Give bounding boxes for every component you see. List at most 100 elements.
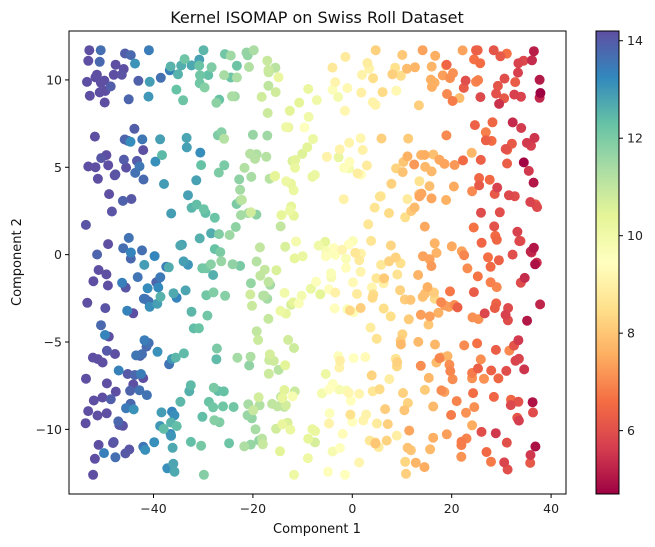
scatter-point [280, 241, 291, 252]
scatter-point [180, 285, 191, 296]
scatter-point [133, 75, 144, 86]
scatter-point [310, 426, 321, 437]
scatter-point [216, 256, 227, 267]
scatter-point [196, 440, 207, 451]
scatter-point [179, 54, 190, 65]
scatter-point [344, 137, 355, 148]
scatter-point [88, 276, 99, 287]
scatter-point [139, 335, 150, 346]
scatter-point [149, 437, 160, 448]
scatter-point [320, 369, 331, 379]
scatter-point [303, 433, 314, 444]
scatter-point [262, 55, 273, 66]
scatter-point [366, 370, 377, 381]
scatter-point [415, 360, 426, 371]
scatter-point [446, 410, 457, 420]
scatter-point [103, 160, 114, 171]
scatter-point [398, 388, 408, 398]
scatter-point [369, 202, 380, 213]
scatter-point [105, 81, 116, 92]
scatter-point [321, 151, 332, 162]
scatter-point [441, 59, 452, 70]
scatter-point [117, 195, 128, 206]
scatter-point [116, 69, 127, 80]
colorbar-tick-label: 8 [627, 326, 635, 341]
scatter-point [357, 69, 367, 80]
scatter-point [501, 437, 512, 448]
scatter-point [368, 73, 379, 84]
scatter-point [518, 157, 529, 168]
scatter-point [303, 84, 314, 94]
scatter-point [173, 69, 183, 80]
scatter-point [284, 105, 295, 116]
scatter-point [357, 145, 368, 155]
scatter-point [138, 293, 149, 304]
scatter-point [400, 456, 411, 467]
scatter-point [495, 51, 506, 62]
scatter-point [330, 77, 341, 88]
scatter-point [110, 169, 121, 180]
scatter-point [395, 339, 406, 350]
scatter-point [344, 305, 355, 316]
x-axis-label: Component 1 [273, 522, 361, 537]
scatter-point [110, 452, 121, 463]
scatter-point [486, 365, 497, 376]
scatter-point [231, 60, 242, 71]
scatter-point [387, 69, 398, 80]
scatter-point [128, 404, 139, 415]
colorbar-tick-label: 10 [627, 228, 643, 243]
scatter-point [80, 418, 91, 429]
scatter-point [519, 272, 530, 283]
scatter-point [166, 208, 177, 219]
scatter-point [535, 88, 546, 98]
scatter-point [379, 273, 390, 284]
scatter-point [439, 158, 450, 169]
colorbar-tick-label: 6 [627, 423, 635, 438]
scatter-point [474, 180, 485, 191]
scatter-point [246, 171, 257, 182]
scatter-point [352, 168, 363, 179]
scatter-point [345, 395, 356, 406]
scatter-point [90, 162, 101, 173]
y-tick-label: 5 [54, 160, 62, 175]
scatter-point [425, 74, 436, 85]
scatter-point [469, 402, 480, 413]
scatter-point [456, 436, 467, 447]
x-axis-ticks: −40 −20 0 20 40 [140, 494, 559, 516]
scatter-point [159, 179, 169, 189]
scatter-point [299, 122, 310, 133]
scatter-point [475, 92, 486, 103]
scatter-point [391, 85, 402, 96]
scatter-point [144, 76, 155, 87]
scatter-point [414, 176, 425, 187]
scatter-point [247, 300, 257, 311]
scatter-point [186, 306, 197, 317]
scatter-point [211, 97, 222, 108]
scatter-point [186, 60, 197, 71]
scatter-point [513, 396, 524, 407]
scatter-point [491, 88, 502, 99]
scatter-point [402, 63, 412, 74]
scatter-point [219, 133, 230, 144]
scatter-point [208, 402, 219, 413]
scatter-point [324, 408, 335, 419]
scatter-point [136, 369, 146, 379]
scatter-point [523, 165, 534, 176]
scatter-point [118, 154, 129, 165]
scatter-point [516, 123, 527, 133]
scatter-point [287, 391, 298, 402]
scatter-point [149, 251, 160, 262]
scatter-point [436, 297, 447, 308]
scatter-point [499, 73, 510, 84]
scatter-point [507, 117, 518, 128]
scatter-point [296, 290, 307, 301]
scatter-point [263, 313, 274, 324]
scatter-point [333, 152, 344, 163]
scatter-point [245, 207, 256, 218]
scatter-point [152, 346, 163, 357]
scatter-point [442, 351, 453, 362]
scatter-point [472, 338, 483, 349]
scatter-point [195, 70, 205, 81]
scatter-point [309, 169, 320, 180]
scatter-point [104, 189, 115, 200]
